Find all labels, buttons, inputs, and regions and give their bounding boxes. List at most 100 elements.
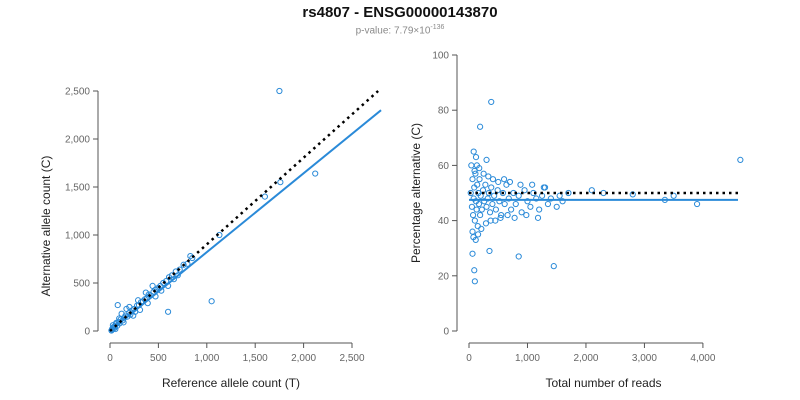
data-point — [189, 254, 196, 262]
x-tick-label: 2,000 — [291, 353, 316, 364]
data-point — [483, 156, 490, 163]
data-point — [495, 178, 502, 186]
data-point — [472, 154, 480, 161]
data-point — [208, 298, 215, 305]
data-point — [134, 297, 142, 304]
data-point — [473, 206, 480, 213]
y-tick-label: 0 — [84, 327, 90, 338]
data-point — [486, 247, 493, 255]
data-point — [108, 327, 115, 334]
data-point — [469, 250, 476, 257]
data-point — [544, 200, 552, 208]
data-point — [164, 308, 172, 315]
x-tick-label: 2,000 — [573, 353, 598, 364]
x-tick-label: 0 — [466, 353, 472, 364]
data-point — [565, 189, 572, 197]
data-point — [174, 272, 181, 279]
data-point — [523, 211, 530, 219]
y-tick-label: 0 — [443, 327, 449, 338]
data-point — [472, 170, 479, 177]
data-point — [477, 192, 484, 199]
data-point — [600, 189, 607, 197]
data-point — [142, 289, 149, 296]
data-point — [478, 225, 485, 232]
data-point — [488, 184, 495, 191]
reference-line — [109, 90, 379, 332]
data-point — [533, 195, 540, 202]
data-point — [476, 165, 483, 172]
y-tick-label: 2,500 — [65, 87, 90, 98]
data-point — [312, 170, 319, 177]
data-point — [588, 187, 595, 194]
y-tick-label: 100 — [432, 51, 449, 62]
data-point — [477, 123, 484, 130]
x-tick-label: 2,500 — [339, 353, 364, 364]
data-point — [504, 211, 511, 219]
x-tick-label: 0 — [107, 353, 113, 364]
x-tick-label: 1,000 — [194, 353, 219, 364]
data-point — [536, 206, 543, 213]
x-tick-label: 1,000 — [515, 353, 540, 364]
chart-title: rs4807 - ENSG00000143870 — [302, 4, 498, 21]
data-point — [488, 98, 495, 106]
x-axis-label: Reference allele count (T) — [162, 376, 300, 390]
x-tick-label: 1,500 — [243, 353, 268, 364]
data-point — [670, 192, 677, 199]
data-point — [496, 198, 503, 205]
data-point — [491, 192, 498, 199]
data-point — [467, 189, 474, 197]
y-tick-label: 20 — [438, 271, 450, 282]
data-point — [540, 184, 547, 191]
data-point — [180, 261, 187, 268]
y-tick-label: 2,000 — [65, 135, 90, 146]
y-tick-label: 60 — [438, 161, 450, 172]
data-point — [471, 167, 478, 175]
x-tick-label: 500 — [150, 353, 167, 364]
y-tick-label: 1,500 — [65, 183, 90, 194]
data-point — [474, 231, 482, 238]
data-point — [497, 214, 504, 221]
data-point — [469, 211, 477, 219]
pvalue-prefix: p-value: 7.79×10 — [355, 25, 431, 37]
data-point — [550, 263, 557, 270]
y-tick-label: 500 — [73, 279, 90, 290]
data-point — [126, 303, 133, 311]
data-point — [114, 301, 121, 309]
data-point — [475, 200, 483, 208]
y-tick-label: 40 — [438, 216, 450, 227]
data-point — [559, 198, 566, 205]
data-point — [482, 181, 489, 188]
data-point — [505, 195, 512, 202]
data-point — [512, 200, 519, 208]
data-point — [737, 156, 744, 163]
data-point — [485, 189, 492, 197]
fit-line — [109, 109, 382, 332]
data-point — [527, 203, 534, 210]
data-point — [506, 178, 514, 186]
data-point — [498, 211, 505, 219]
x-axis-label: Total number of reads — [545, 376, 661, 390]
data-point — [492, 217, 499, 224]
data-point — [521, 187, 528, 194]
data-point — [515, 253, 522, 260]
pvalue-exponent: -136 — [430, 24, 445, 31]
data-point — [482, 220, 490, 227]
y-tick-label: 1,000 — [65, 231, 90, 242]
y-axis-label: Percentage alternative (C) — [409, 123, 423, 263]
data-point — [471, 267, 478, 274]
plot-panel-2: 0 1,000 2,000 3,000 4,000 0 20 40 60 80 100 Total n… — [409, 51, 744, 390]
data-point — [518, 209, 525, 216]
data-point — [489, 176, 497, 183]
data-point — [487, 217, 494, 224]
data-point — [471, 217, 478, 224]
data-point — [176, 266, 183, 273]
data-point — [261, 193, 268, 200]
data-point — [474, 181, 481, 188]
data-point — [492, 206, 499, 213]
data-point — [485, 173, 492, 180]
data-point — [501, 200, 508, 208]
data-point — [534, 214, 542, 221]
data-point — [524, 198, 531, 205]
data-point — [503, 181, 510, 188]
